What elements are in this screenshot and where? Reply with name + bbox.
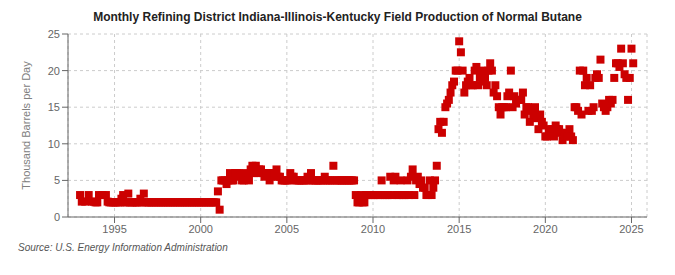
svg-text:1995: 1995 — [102, 223, 126, 235]
svg-text:2025: 2025 — [619, 223, 643, 235]
svg-text:25: 25 — [48, 28, 60, 40]
svg-text:5: 5 — [54, 174, 60, 186]
svg-text:2010: 2010 — [361, 223, 385, 235]
svg-text:15: 15 — [48, 101, 60, 113]
svg-text:2005: 2005 — [275, 223, 299, 235]
svg-text:Thousand Barrels per Day: Thousand Barrels per Day — [20, 61, 32, 190]
html-text:Monthly Refining District Indi: Monthly Refining District Indiana-Illino… — [93, 10, 582, 24]
svg-text:2000: 2000 — [188, 223, 212, 235]
svg-text:20: 20 — [48, 65, 60, 77]
svg-text:2020: 2020 — [533, 223, 557, 235]
svg-text:0: 0 — [54, 211, 60, 223]
html-text:Source: U.S. Energy Informatio: Source: U.S. Energy Information Administ… — [18, 242, 228, 253]
svg-text:2015: 2015 — [447, 223, 471, 235]
svg-text:10: 10 — [48, 138, 60, 150]
